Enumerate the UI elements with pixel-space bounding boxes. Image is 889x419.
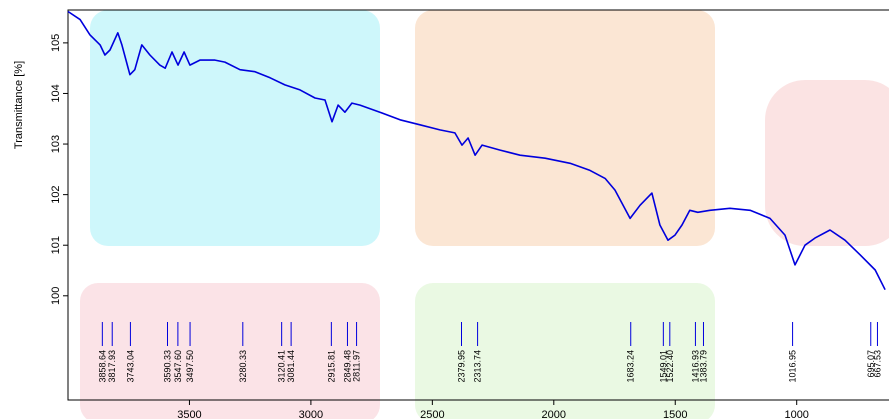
y-axis-label: Transmittance [%] [13,61,25,149]
y-tick-label: 100 [50,287,62,305]
watermark-shape [80,283,380,419]
peak-label: 667.53 [872,350,882,378]
peak-label: 3547.60 [173,350,183,383]
x-tick-label: 1500 [663,409,687,419]
x-tick-label: 1000 [784,409,808,419]
axis-frame [67,9,889,401]
y-tick-label: 102 [50,185,62,203]
peak-label: 3120.41 [277,350,287,383]
peak-label: 2811.97 [352,350,362,382]
peak-label: 1016.95 [788,350,798,383]
peak-label: 2379.95 [457,350,467,383]
watermark-shape [415,283,715,419]
spectrum-line [67,10,886,291]
y-tick-label: 101 [50,236,62,254]
watermark-shape [765,80,889,246]
peak-label: 1383.79 [698,350,708,383]
peak-label: 3590.33 [163,350,173,383]
watermark-shape [415,10,715,246]
peak-label: 2313.74 [473,350,483,383]
watermark-shape [90,10,380,246]
peak-label: 3817.93 [107,350,117,383]
peak-label: 2849.48 [342,350,352,383]
x-tick-label: 3000 [299,409,323,419]
peak-label: 3497.50 [185,350,195,383]
peak-label: 3280.33 [238,350,248,383]
peak-label: 2915.81 [326,350,336,383]
peak-label: 1522.40 [665,350,675,383]
y-tick-label: 105 [50,34,62,52]
x-tick-label: 2000 [542,409,566,419]
x-tick-label: 2500 [420,409,444,419]
peak-label: 1416.93 [690,350,700,383]
peak-label: 3743.04 [125,350,135,383]
watermark [80,10,889,419]
x-tick-label: 3500 [177,409,201,419]
peak-label: 1683.24 [626,350,636,383]
y-tick-label: 103 [50,135,62,153]
peak-label: 1549.01 [658,350,668,383]
y-tick-label: 104 [50,84,62,102]
peak-label: 3858.64 [97,350,107,383]
peak-label: 3081.44 [286,350,296,383]
peak-label: 695.07 [866,350,876,378]
